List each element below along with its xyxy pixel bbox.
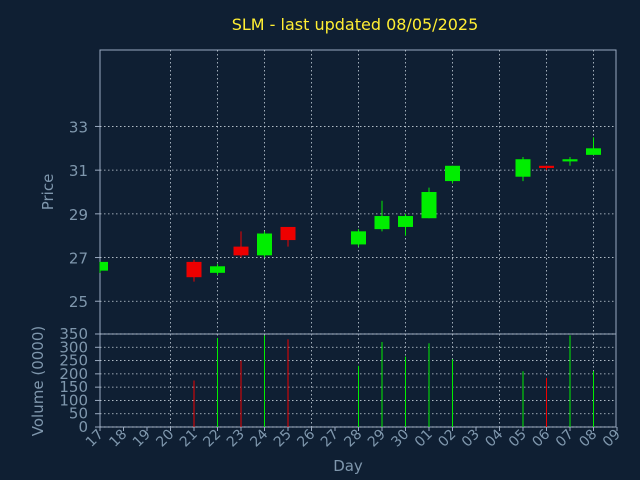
x-axis-label: Day	[333, 457, 363, 475]
x-tick-label: 08	[576, 427, 600, 451]
candle-body	[374, 216, 390, 230]
x-tick-label: 01	[412, 427, 436, 451]
price-tick-label: 29	[69, 206, 88, 224]
candle-body	[445, 165, 460, 182]
candle-body	[586, 148, 601, 155]
candle-body	[539, 165, 554, 168]
candle-body	[186, 261, 202, 278]
price-tick-label: 25	[69, 293, 88, 311]
price-tick-label: 27	[69, 250, 88, 268]
x-tick-label: 18	[106, 427, 130, 451]
x-tick-label: 23	[224, 427, 248, 451]
volume-tick-label: 150	[59, 378, 88, 396]
x-tick-label: 25	[271, 427, 295, 451]
candle-body	[233, 246, 249, 256]
x-tick-label: 05	[506, 427, 530, 451]
x-tick-label: 28	[341, 427, 365, 451]
candle-body	[210, 266, 225, 273]
x-tick-label: 19	[130, 427, 154, 451]
chart-title: SLM - last updated 08/05/2025	[232, 15, 479, 34]
price-tick-label: 33	[69, 118, 88, 136]
x-tick-label: 06	[529, 426, 553, 450]
candle-body	[562, 159, 578, 162]
candle-body	[100, 261, 108, 271]
x-tick-label: 27	[318, 427, 342, 451]
x-tick-label: 21	[177, 427, 201, 451]
candle-body	[398, 216, 413, 227]
candle-body	[515, 159, 531, 177]
x-tick-label: 03	[459, 427, 483, 451]
volume-tick-label: 250	[59, 352, 88, 370]
volume-tick-label: 0	[78, 418, 88, 436]
volume-tick-label: 100	[59, 391, 88, 409]
price-panel-frame	[99, 49, 617, 335]
x-tick-label: 20	[153, 427, 177, 451]
x-tick-label: 22	[200, 427, 224, 451]
candle-body	[280, 226, 296, 241]
volume-axis-label: Volume (0000)	[29, 326, 47, 436]
volume-tick-label: 200	[59, 365, 88, 383]
candle-body	[351, 231, 366, 245]
x-axis: 17 18 19 20 21 22 23 24 25 26 27 28 29 30 01 02 03 04 05 06…	[83, 426, 624, 450]
x-tick-label: 09	[600, 427, 624, 451]
x-tick-label: 26	[294, 426, 318, 450]
volume-tick-label: 50	[69, 405, 88, 423]
x-tick-label: 30	[388, 427, 412, 451]
volume-tick-label: 300	[59, 338, 88, 356]
price-panel: 25 27 29 31 33	[69, 49, 617, 335]
candle-body	[257, 233, 272, 256]
candle-body	[421, 192, 437, 219]
x-tick-label: 24	[247, 426, 271, 450]
x-tick-label: 07	[553, 427, 577, 451]
volume-tick-label: 350	[59, 325, 88, 343]
x-tick-label: 04	[482, 426, 506, 450]
price-tick-label: 31	[69, 162, 88, 180]
x-tick-label: 02	[435, 427, 459, 451]
price-axis-label: Price	[39, 174, 57, 211]
x-tick-label: 29	[365, 427, 389, 451]
